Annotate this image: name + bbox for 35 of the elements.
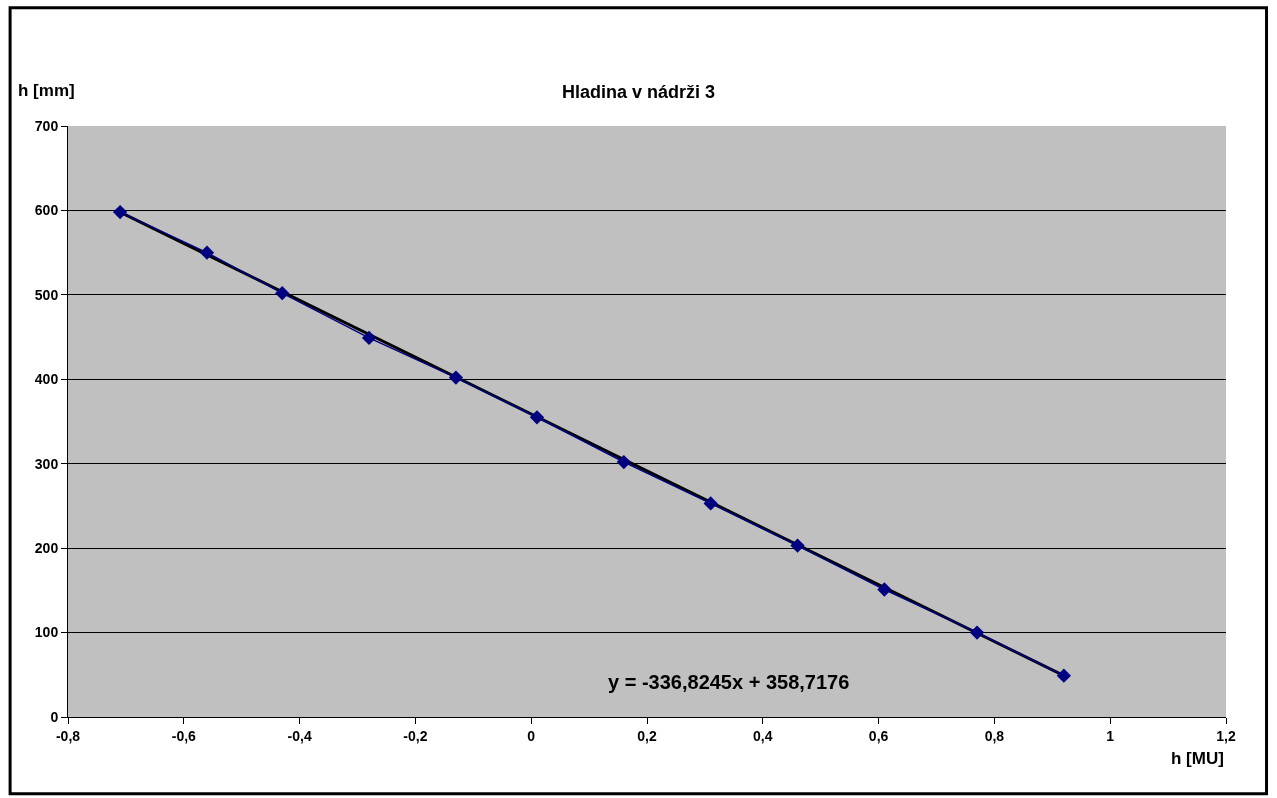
point: [275, 286, 290, 301]
y-axis-title: h [mm]: [18, 81, 75, 100]
point: [361, 330, 377, 346]
y-tick-label: 100: [34, 624, 59, 641]
y-tick-label: 400: [34, 371, 59, 388]
point: [790, 538, 805, 553]
x-tick-label: 0,2: [637, 727, 657, 744]
y-tick-label: 300: [34, 455, 59, 472]
point: [529, 410, 545, 425]
y-tick-label: 500: [34, 286, 59, 303]
chart-title: Hladina v nádrži 3: [561, 82, 716, 103]
x-tick-label: -0,2: [403, 727, 428, 744]
point: [199, 245, 215, 260]
y-tick-label: 700: [34, 117, 59, 134]
y-tick-label: 600: [34, 202, 59, 219]
x-tick-label: -0,6: [171, 727, 197, 744]
x-tick-label: 1: [1106, 727, 1115, 744]
x-axis-title: h [MU]: [1171, 749, 1224, 768]
point: [1056, 668, 1072, 683]
y-tick-label: 200: [34, 540, 59, 557]
x-tick-label: -0,8: [55, 727, 81, 744]
x-tick-label: 0,8: [984, 727, 1005, 744]
point: [616, 454, 631, 470]
point: [703, 496, 718, 511]
x-tick-label: -0,4: [287, 727, 312, 744]
point: [112, 204, 128, 220]
x-tick-label: 1,2: [1216, 727, 1236, 744]
y-tick-label: 0: [50, 708, 59, 725]
point: [969, 625, 985, 640]
x-tick-label: 0,6: [868, 727, 889, 744]
x-tick-label: 0,4: [753, 727, 773, 744]
annotation: y = -336,8245x + 358,7176: [608, 671, 850, 693]
x-tick-label: 0: [527, 727, 536, 744]
point: [877, 582, 892, 597]
point: [448, 370, 464, 385]
